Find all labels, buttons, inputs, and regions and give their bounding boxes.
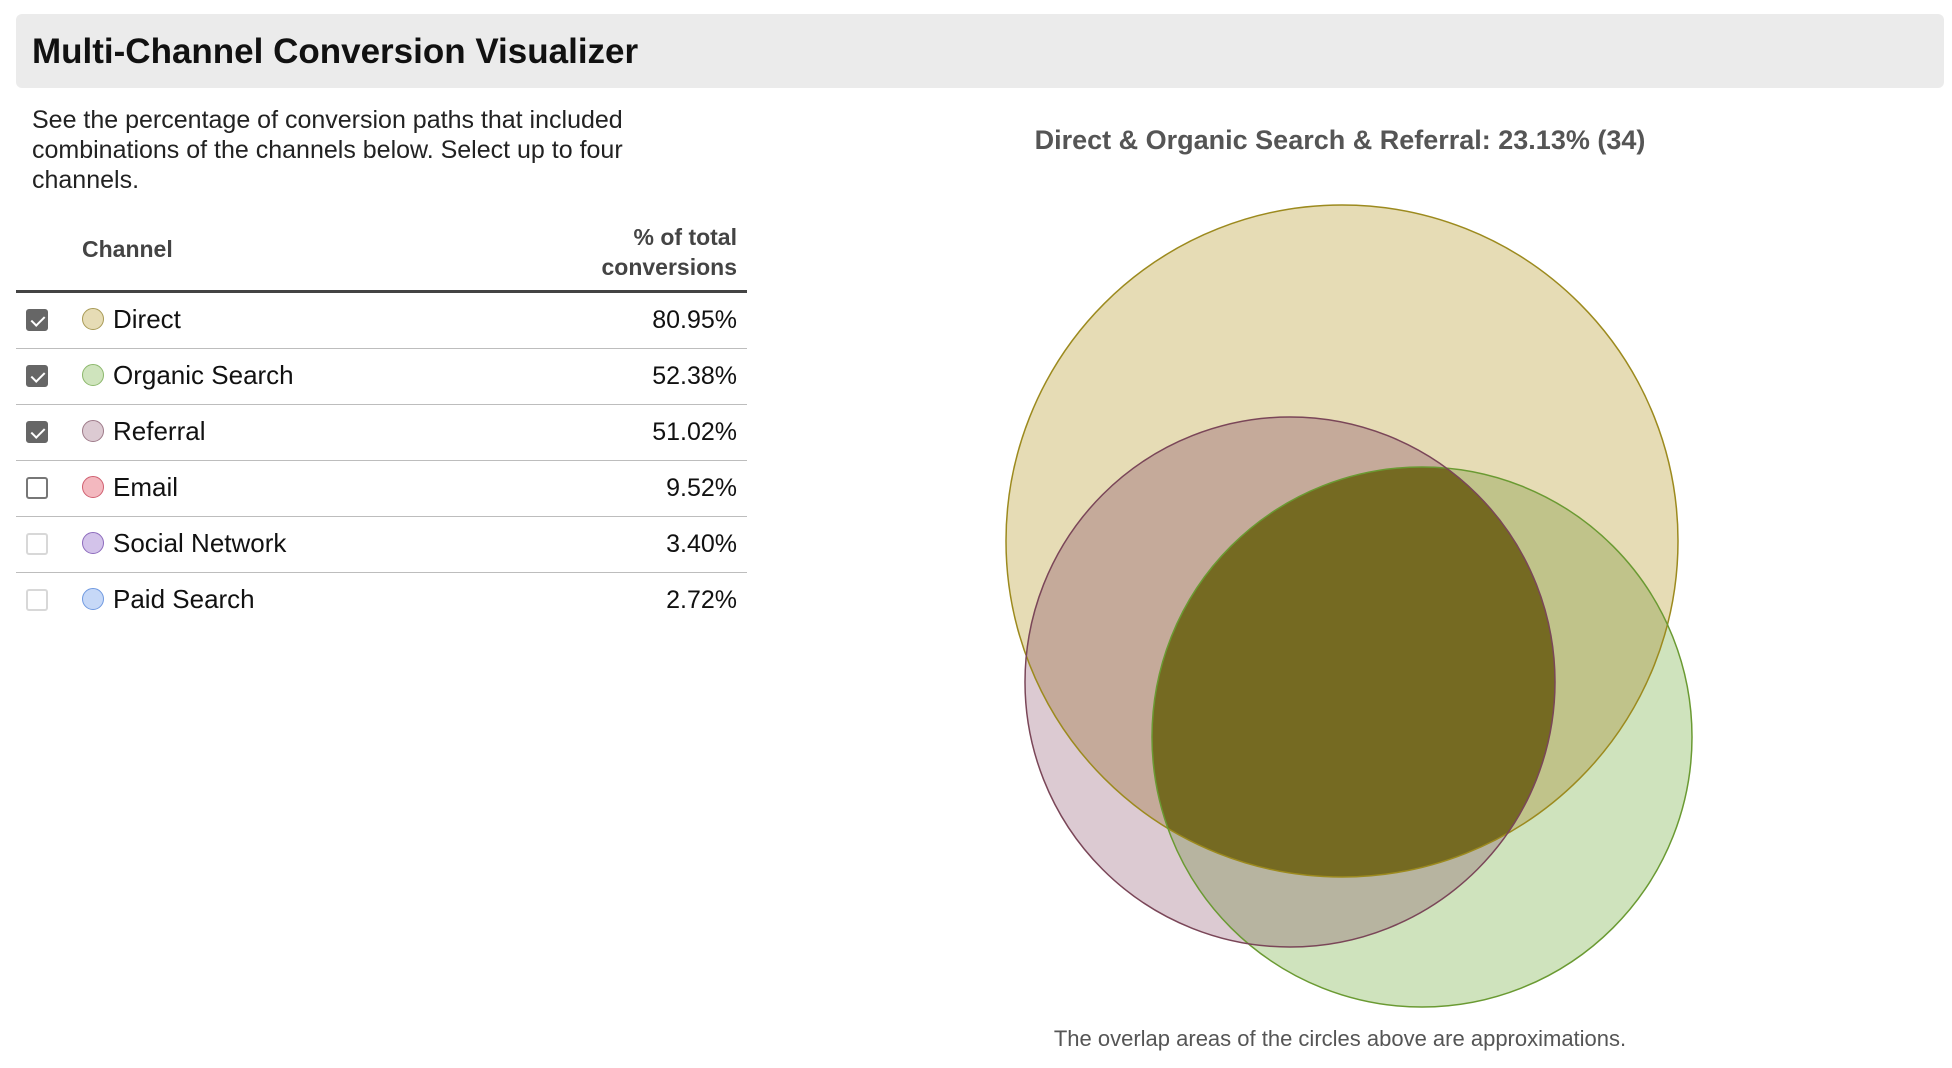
checkbox-organic-search[interactable] xyxy=(26,365,48,387)
column-header-percent-line2: conversions xyxy=(601,254,738,280)
table-row-paid-search[interactable]: Paid Search 2.72% xyxy=(16,573,747,628)
venn-selection-title: Direct & Organic Search & Referral: 23.1… xyxy=(1034,125,1646,155)
venn-footnote: The overlap areas of the circles above a… xyxy=(1053,1026,1627,1051)
color-swatch-icon xyxy=(82,588,104,610)
color-swatch-icon xyxy=(82,420,104,442)
table-row-social-network[interactable]: Social Network 3.40% xyxy=(16,517,747,573)
channel-name: Direct xyxy=(113,304,181,334)
venn-outline-referral xyxy=(1024,416,1556,948)
table-row-email[interactable]: Email 9.52% xyxy=(16,461,747,517)
channel-name: Email xyxy=(113,472,179,502)
color-swatch-icon xyxy=(82,308,104,330)
channel-name: Paid Search xyxy=(113,584,255,614)
channel-percent: 2.72% xyxy=(666,586,737,614)
table-row-direct[interactable]: Direct 80.95% xyxy=(16,293,747,349)
description-text: See the percentage of conversion paths t… xyxy=(32,106,623,194)
channel-percent: 9.52% xyxy=(666,474,737,502)
channel-name: Social Network xyxy=(113,528,287,558)
table-header: Channel % of total conversions xyxy=(16,218,747,293)
page-title: Multi-Channel Conversion Visualizer xyxy=(32,32,639,71)
header-bar: Multi-Channel Conversion Visualizer xyxy=(16,14,1944,88)
channel-percent: 80.95% xyxy=(652,306,737,334)
column-header-percent: % of total conversions xyxy=(602,222,738,282)
color-swatch-icon xyxy=(82,476,104,498)
channel-percent: 51.02% xyxy=(652,418,737,446)
checkbox-direct[interactable] xyxy=(26,309,48,331)
color-swatch-icon xyxy=(82,364,104,386)
color-swatch-icon xyxy=(82,532,104,554)
channel-percent: 52.38% xyxy=(652,362,737,390)
channel-table: Channel % of total conversions Direct 80… xyxy=(16,218,747,628)
checkbox-social-network[interactable] xyxy=(26,533,48,555)
column-header-percent-line1: % of total xyxy=(633,224,738,250)
table-row-referral[interactable]: Referral 51.02% xyxy=(16,405,747,461)
venn-outline-direct xyxy=(1005,204,1679,878)
column-header-channel: Channel xyxy=(82,236,173,262)
table-row-organic-search[interactable]: Organic Search 52.38% xyxy=(16,349,747,405)
venn-outline-organic-search xyxy=(1151,466,1693,1008)
checkbox-referral[interactable] xyxy=(26,421,48,443)
channel-name: Organic Search xyxy=(113,360,294,390)
checkbox-email[interactable] xyxy=(26,477,48,499)
table-body: Direct 80.95% Organic Search 52.38% Refe… xyxy=(16,293,747,628)
channel-percent: 3.40% xyxy=(666,530,737,558)
channel-name: Referral xyxy=(113,416,206,446)
checkbox-paid-search[interactable] xyxy=(26,589,48,611)
